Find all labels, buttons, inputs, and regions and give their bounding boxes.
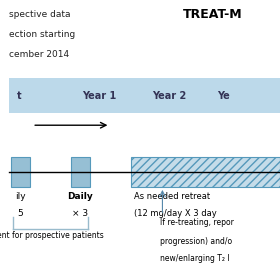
Text: ily: ily [15, 192, 26, 201]
Bar [71, 157, 90, 187]
Text: Daily: Daily [67, 192, 93, 201]
Text: progression) and/o: progression) and/o [160, 237, 232, 246]
Bar [9, 78, 280, 113]
Bar [11, 157, 30, 187]
Bar [131, 157, 280, 187]
Text: Year 1: Year 1 [82, 91, 116, 101]
Text: ent for prospective patients: ent for prospective patients [0, 231, 104, 241]
Text: (12 mg/day X 3 day: (12 mg/day X 3 day [134, 209, 216, 218]
Text: Year 2: Year 2 [152, 91, 186, 101]
Text: cember 2014: cember 2014 [9, 50, 69, 59]
Text: Ye: Ye [217, 91, 230, 101]
Text: new/enlarging T₂ l: new/enlarging T₂ l [160, 254, 229, 263]
Text: 5: 5 [18, 209, 24, 218]
Text: TREAT-M: TREAT-M [183, 8, 243, 21]
Text: As needed retreat: As needed retreat [134, 192, 210, 201]
Text: spective data: spective data [9, 10, 70, 19]
Text: × 3: × 3 [72, 209, 88, 218]
Text: t: t [17, 91, 21, 101]
Text: ection starting: ection starting [9, 30, 75, 39]
Text: If re-treating, repor: If re-treating, repor [160, 218, 234, 227]
